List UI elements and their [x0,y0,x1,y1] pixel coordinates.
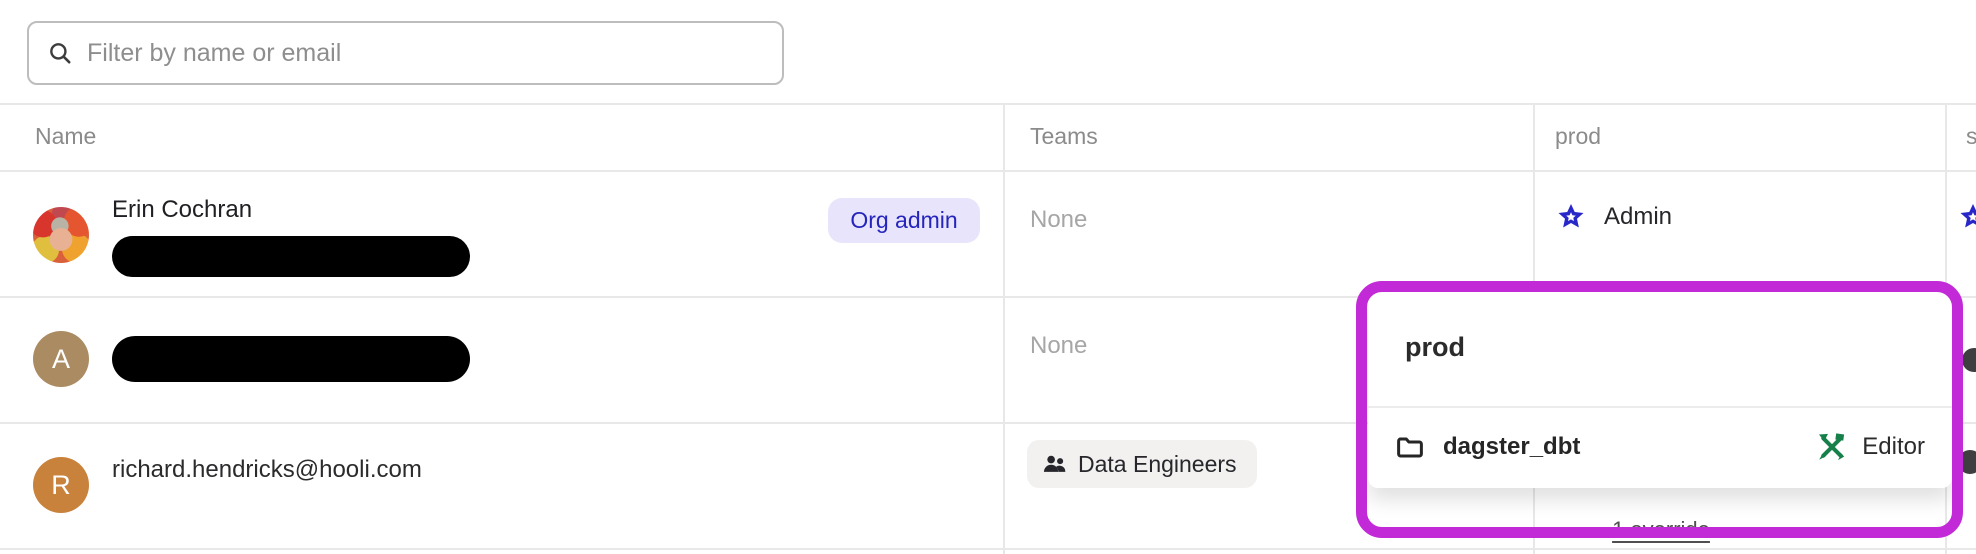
user-name: Erin Cochran [112,196,253,223]
redacted-email-bar [112,336,470,382]
table-top-border [0,103,1976,105]
override-link[interactable]: 1 override [1612,517,1710,542]
teams-none-value: None [1030,332,1088,359]
deployment-name: dagster_dbt [1443,433,1581,460]
clipped-role-icon [1958,450,1976,474]
column-header-clipped: s [1966,123,1976,149]
deployment-role-row: dagster_dbt Editor [1395,406,1925,488]
avatar-initial: A [33,331,89,387]
column-header-name: Name [35,123,97,149]
column-header-prod: prod [1555,123,1602,149]
avatar-letter: R [51,469,71,500]
row-divider [0,422,1976,424]
prod-role-label: Admin [1604,203,1673,230]
filter-field[interactable] [27,21,784,85]
row-divider [0,296,1976,298]
org-admin-badge-label: Org admin [850,207,958,233]
header-bottom-border [0,170,1976,172]
editor-tools-icon [1819,433,1845,461]
team-badge[interactable]: Data Engineers [1027,440,1257,488]
folder-icon [1397,437,1423,458]
redacted-email-bar [112,236,470,277]
hover-card-divider [1368,406,1952,408]
avatar-photo [33,207,89,263]
column-border [1003,103,1005,554]
clipped-role-icon [1962,348,1976,372]
admin-star-icon [1558,204,1584,228]
admin-star-icon-clipped [1960,204,1976,228]
search-icon [50,43,71,64]
role-name: Editor [1862,433,1925,460]
prod-role-cell[interactable]: Admin [1556,196,1672,238]
org-admin-badge: Org admin [828,198,980,243]
team-badge-label: Data Engineers [1078,450,1237,477]
hover-card-title: prod [1405,332,1465,362]
column-header-teams: Teams [1030,123,1098,149]
avatar-initial: R [33,457,89,513]
row-divider [0,548,1976,550]
filter-input[interactable] [85,37,782,69]
user-email: richard.hendricks@hooli.com [112,456,422,483]
role-hover-card: prod dagster_dbt Editor [1368,292,1952,488]
people-icon [1043,455,1066,472]
avatar-letter: A [51,343,70,374]
teams-none-value: None [1030,206,1088,233]
